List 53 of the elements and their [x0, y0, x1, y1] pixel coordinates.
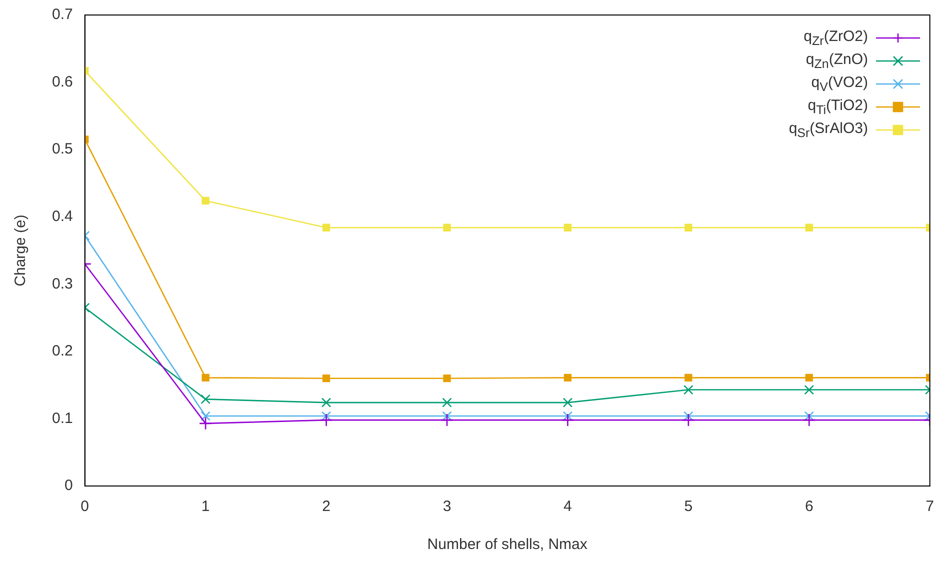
x-tick-label: 2 — [322, 498, 330, 516]
x-tick-label: 1 — [201, 498, 210, 516]
point — [443, 374, 451, 382]
x-tick-label: 3 — [442, 498, 452, 516]
legend-label: q$_{Zr}$(ZrO2) — [804, 28, 868, 48]
point — [320, 413, 333, 427]
y-tick-label: 0.6 — [52, 73, 73, 90]
point — [684, 384, 694, 395]
point — [564, 374, 572, 382]
point — [805, 374, 813, 382]
y-tick-label: 0.2 — [52, 342, 73, 360]
legend-label: q$_{Sr}$(SrAlO3) — [788, 120, 868, 140]
point — [802, 413, 816, 427]
x-tick-label: 6 — [804, 498, 814, 516]
point — [684, 411, 694, 421]
point — [561, 413, 574, 427]
point — [200, 411, 210, 421]
point — [322, 224, 330, 232]
y-axis-title: Charge (e) — [12, 214, 30, 286]
x-tick-label: 7 — [926, 498, 934, 516]
point — [442, 398, 452, 408]
x-tick-label: 4 — [564, 498, 572, 516]
y-tick-label: 0.4 — [52, 208, 73, 225]
point — [684, 224, 692, 232]
legend-label: q$_{V}$(VO2) — [811, 74, 868, 94]
point — [682, 413, 696, 427]
y-tick-label: 0.5 — [52, 140, 73, 158]
point — [321, 411, 332, 421]
point — [202, 374, 210, 382]
x-tick-label: 0 — [80, 498, 90, 516]
x-axis-title: Number of shells, Nmax — [427, 536, 588, 554]
point — [322, 374, 330, 382]
legend-label: q$_{Ti}$(TiO2) — [808, 97, 868, 117]
point — [805, 224, 813, 232]
point — [321, 398, 332, 408]
point — [804, 411, 814, 421]
point — [684, 374, 692, 382]
y-tick-label: 0.3 — [52, 275, 73, 292]
point — [564, 224, 572, 232]
point — [198, 416, 212, 430]
point — [804, 384, 814, 395]
point — [443, 224, 451, 232]
y-tick-label: 0.7 — [52, 6, 73, 24]
point — [202, 196, 210, 205]
point — [200, 394, 210, 404]
x-tick-label: 5 — [684, 498, 693, 516]
point — [562, 398, 573, 408]
y-tick-label: 0.1 — [52, 410, 73, 427]
point — [562, 411, 573, 421]
legend-label: q$_{Zn}$(ZnO) — [806, 51, 868, 71]
point — [440, 413, 454, 427]
point — [442, 411, 452, 421]
y-tick-label: 0 — [64, 477, 73, 494]
